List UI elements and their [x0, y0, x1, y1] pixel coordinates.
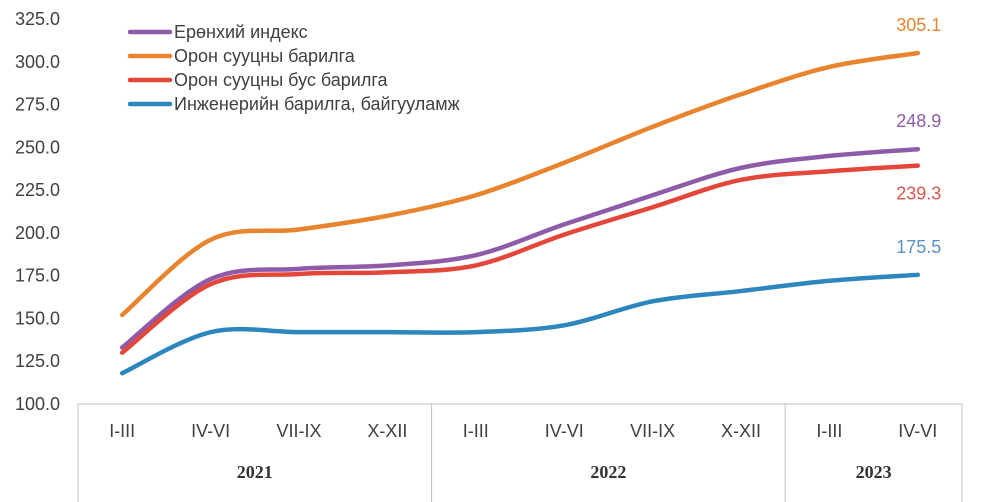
series-line [119, 146, 921, 350]
data-label: 248.9 [896, 111, 941, 131]
x-axis-frame: I-III IV-VI VII-IX X-XII I-III IV-VI VII-IX X-X… [77, 403, 963, 502]
x-tick-label: IV-VI [898, 421, 937, 441]
series-line [119, 272, 921, 376]
y-tick-label: 100.0 [15, 394, 60, 414]
x-tick-label: I-III [109, 421, 135, 441]
y-tick-label: 250.0 [15, 137, 60, 157]
legend-label: Инженерийн барилга, байгууламж [174, 94, 460, 114]
legend-label: Орон сууцны барилга [174, 46, 356, 66]
legend-label: Ерөнхий индекс [174, 22, 308, 42]
y-tick-label: 150.0 [15, 308, 60, 328]
x-tick-label: X-XII [367, 421, 407, 441]
y-tick-label: 175.0 [15, 266, 60, 286]
series-lines [119, 50, 921, 376]
group-label: 2023 [856, 462, 892, 482]
y-tick-label: 300.0 [15, 52, 60, 72]
legend-label: Орон сууцны бус барилга [174, 70, 389, 90]
data-label: 175.5 [896, 237, 941, 257]
data-label: 239.3 [896, 184, 941, 204]
x-tick-label: VII-IX [276, 421, 321, 441]
x-tick-label: I-III [816, 421, 842, 441]
group-label: 2021 [237, 462, 273, 482]
y-tick-label: 225.0 [15, 180, 60, 200]
legend: Ерөнхий индекс Орон сууцны барилга Орон су… [127, 22, 460, 114]
x-tick-label: I-III [463, 421, 489, 441]
series-line [119, 50, 921, 318]
x-tick-label: IV-VI [545, 421, 584, 441]
x-tick-label: VII-IX [630, 421, 675, 441]
end-labels: 248.9 305.1 239.3 175.5 [896, 15, 941, 257]
y-tick-label: 125.0 [15, 351, 60, 371]
x-tick-label: IV-VI [191, 421, 230, 441]
series-line [119, 163, 921, 355]
x-tick-label: X-XII [721, 421, 761, 441]
group-label: 2022 [590, 462, 626, 482]
y-tick-label: 200.0 [15, 223, 60, 243]
y-axis: 100.0 125.0 150.0 175.0 200.0 225.0 250.0 275.0… [15, 9, 60, 414]
data-label: 305.1 [896, 15, 941, 35]
y-tick-label: 325.0 [15, 9, 60, 29]
y-tick-label: 275.0 [15, 95, 60, 115]
